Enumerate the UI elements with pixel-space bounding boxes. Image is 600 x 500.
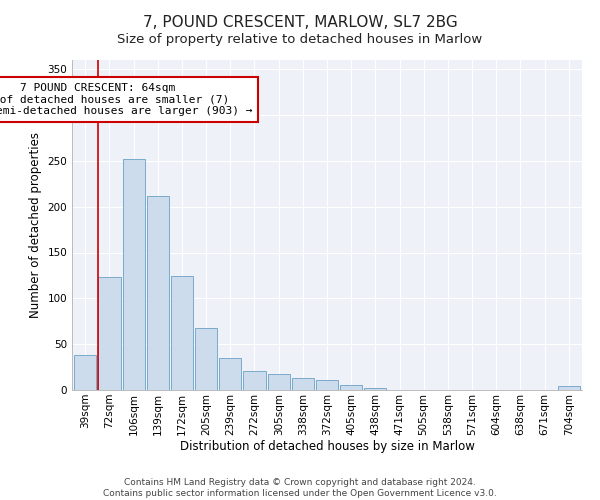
Bar xyxy=(557,386,580,390)
Bar xyxy=(364,388,386,390)
Bar xyxy=(292,378,314,390)
Y-axis label: Number of detached properties: Number of detached properties xyxy=(29,132,42,318)
Text: Size of property relative to detached houses in Marlow: Size of property relative to detached ho… xyxy=(118,32,482,46)
Bar xyxy=(316,380,338,390)
Text: 7, POUND CRESCENT, MARLOW, SL7 2BG: 7, POUND CRESCENT, MARLOW, SL7 2BG xyxy=(143,15,457,30)
Bar xyxy=(195,328,217,390)
Bar xyxy=(98,277,121,390)
Bar xyxy=(340,386,362,390)
Bar xyxy=(219,358,241,390)
Bar xyxy=(74,355,97,390)
Bar xyxy=(122,159,145,390)
Bar xyxy=(268,374,290,390)
X-axis label: Distribution of detached houses by size in Marlow: Distribution of detached houses by size … xyxy=(179,440,475,454)
Text: Contains HM Land Registry data © Crown copyright and database right 2024.
Contai: Contains HM Land Registry data © Crown c… xyxy=(103,478,497,498)
Bar xyxy=(146,196,169,390)
Text: 7 POUND CRESCENT: 64sqm
← 1% of detached houses are smaller (7)
99% of semi-deta: 7 POUND CRESCENT: 64sqm ← 1% of detached… xyxy=(0,83,253,116)
Bar xyxy=(244,371,266,390)
Bar xyxy=(171,276,193,390)
